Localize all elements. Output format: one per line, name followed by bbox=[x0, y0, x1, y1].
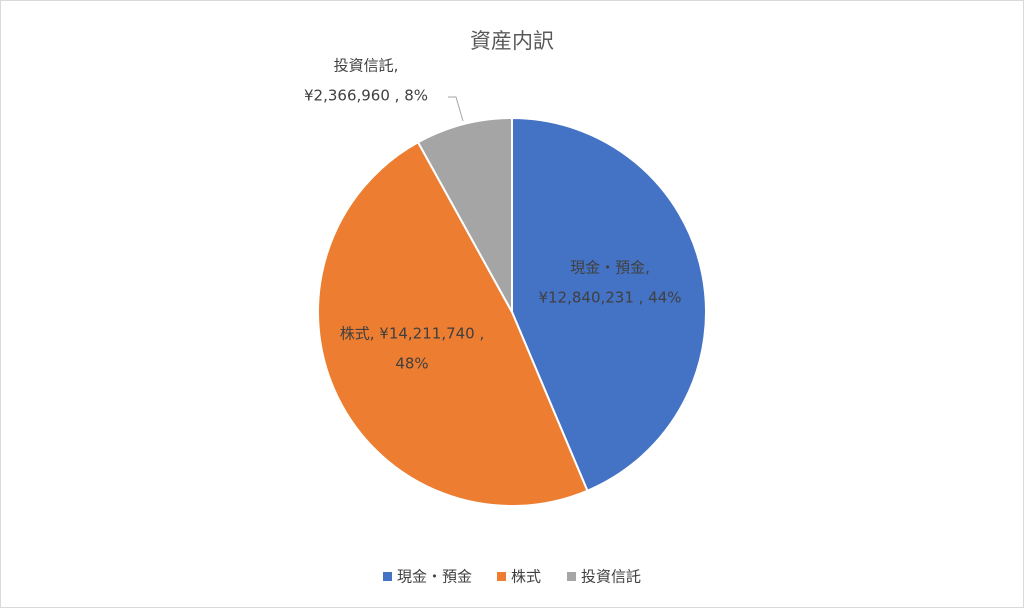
legend-swatch bbox=[383, 572, 392, 581]
data-label: ¥2,366,960 , 8% bbox=[304, 87, 428, 105]
data-label: 投資信託, bbox=[334, 57, 399, 75]
pie-slice bbox=[416, 116, 513, 316]
data-label: 48% bbox=[395, 355, 428, 373]
legend-label: 現金・預金 bbox=[397, 568, 472, 586]
data-label: 株式, ¥14,211,740 , bbox=[340, 325, 485, 343]
data-label: ¥12,840,231 , 44% bbox=[538, 289, 681, 307]
data-label: 現金・預金, bbox=[570, 259, 650, 277]
chart-title: 資産内訳 bbox=[470, 29, 554, 53]
pie-slice bbox=[511, 116, 707, 493]
leader-line bbox=[448, 96, 464, 122]
pie-slice bbox=[317, 140, 589, 507]
legend-label: 株式 bbox=[511, 568, 541, 586]
legend-swatch bbox=[567, 572, 576, 581]
legend-label: 投資信託 bbox=[581, 568, 641, 586]
legend-swatch bbox=[497, 572, 506, 581]
